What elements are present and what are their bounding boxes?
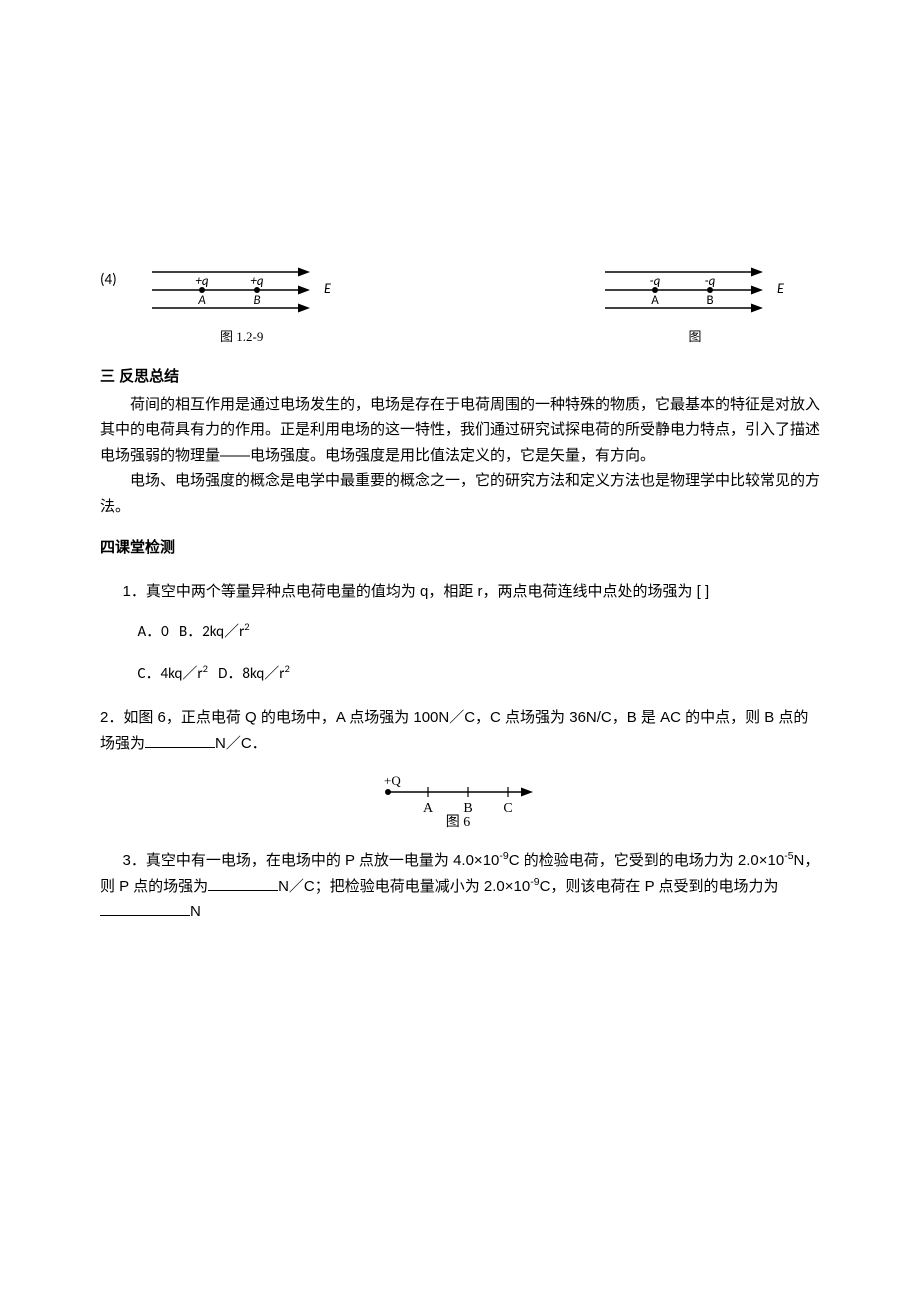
section4-heading: 四课堂检测 bbox=[100, 535, 820, 561]
field-e-label: E bbox=[324, 280, 331, 297]
section3-para2: 电场、电场强度的概念是电学中最重要的概念之一，它的研究方法和定义方法也是物理学中… bbox=[100, 468, 820, 519]
figure-prefix: (4) bbox=[100, 268, 117, 294]
section3-heading: 三 反思总结 bbox=[100, 364, 820, 390]
q2-caption: 图 6 bbox=[446, 815, 471, 830]
point-a-label-r: A bbox=[651, 293, 659, 308]
point-b-label: B bbox=[253, 293, 260, 308]
q2-charge-label: +Q bbox=[384, 773, 401, 788]
figure-right-block: -q -q A B E 图 bbox=[595, 260, 795, 348]
q3-blank2 bbox=[100, 900, 190, 917]
q2-diagram: +Q A B C 图 6 bbox=[370, 770, 550, 830]
figure-right-caption: 图 bbox=[688, 326, 701, 348]
q1-text: 1．真空中两个等量异种点电荷电量的值均为 q，相距 r，两点电荷连线中点处的场强… bbox=[100, 579, 820, 605]
q2-unit: N／C． bbox=[215, 735, 267, 752]
q1-choice-d: D．8kq／r bbox=[218, 665, 284, 683]
q3-blank1 bbox=[208, 874, 278, 891]
figure-left-caption: 图 1.2-9 bbox=[220, 326, 263, 348]
charge-b-label-r: -q bbox=[705, 274, 716, 289]
q1-choice-c: C．4kq／r bbox=[138, 665, 203, 683]
q2-blank bbox=[145, 731, 215, 748]
field-diagram-right: -q -q A B E bbox=[595, 260, 795, 320]
q1-choice-b-sup: 2 bbox=[244, 620, 249, 633]
figures-row: (4) +q +q A B bbox=[100, 260, 820, 348]
charge-a-label-r: -q bbox=[650, 274, 661, 289]
question-1: 1．真空中两个等量异种点电荷电量的值均为 q，相距 r，两点电荷连线中点处的场强… bbox=[100, 579, 820, 688]
q1-choice-b: B．2kq／r bbox=[179, 623, 244, 641]
q3-pre1: 3．真空中有一电场，在电场中的 P 点放一电量为 4.0×10 bbox=[123, 852, 500, 869]
q1-choice-a: A．0 bbox=[138, 623, 169, 641]
q2-point-b: B bbox=[463, 801, 472, 816]
q1-choice-d-sup: 2 bbox=[285, 662, 290, 675]
q3-unit2: N bbox=[190, 903, 201, 920]
q3-unit1: N／C；把检验电荷电量减小为 2.0×10 bbox=[278, 878, 530, 895]
section3-para1: 荷间的相互作用是通过电场发生的，电场是存在于电荷周围的一种特殊的物质，它最基本的… bbox=[100, 392, 820, 469]
point-b-label-r: B bbox=[706, 293, 713, 308]
q1-choice-cd: C．4kq／r2 D．8kq／r2 bbox=[100, 660, 820, 688]
q3-sup3: -9 bbox=[530, 876, 539, 888]
q1-choice-c-sup: 2 bbox=[203, 662, 208, 675]
q2-text: 2．如图 6，正点电荷 Q 的电场中，A 点场强为 100N／C，C 点场强为 … bbox=[100, 705, 820, 756]
field-diagram-left: +q +q A B E bbox=[142, 260, 342, 320]
q3-text: 3．真空中有一电场，在电场中的 P 点放一电量为 4.0×10-9C 的检验电荷… bbox=[100, 848, 820, 925]
charge-a-label: +q bbox=[195, 274, 208, 289]
q3-mid3: C，则该电荷在 P 点受到的电场力为 bbox=[540, 878, 779, 895]
q1-choice-ab: A．0 B．2kq／r2 bbox=[100, 618, 820, 646]
q3-mid1: C 的检验电荷，它受到的电场力为 2.0×10 bbox=[509, 852, 784, 869]
point-a-label: A bbox=[197, 293, 206, 308]
field-e-label-r: E bbox=[777, 280, 784, 297]
charge-b-label: +q bbox=[250, 274, 263, 289]
question-3: 3．真空中有一电场，在电场中的 P 点放一电量为 4.0×10-9C 的检验电荷… bbox=[100, 848, 820, 925]
figure-left-block: +q +q A B E 图 1.2-9 bbox=[142, 260, 342, 348]
q2-point-c: C bbox=[503, 801, 512, 816]
q2-point-a: A bbox=[423, 801, 434, 816]
q3-sup1: -9 bbox=[499, 850, 508, 862]
question-2: 2．如图 6，正点电荷 Q 的电场中，A 点场强为 100N／C，C 点场强为 … bbox=[100, 705, 820, 830]
q3-sup2: -5 bbox=[784, 850, 793, 862]
